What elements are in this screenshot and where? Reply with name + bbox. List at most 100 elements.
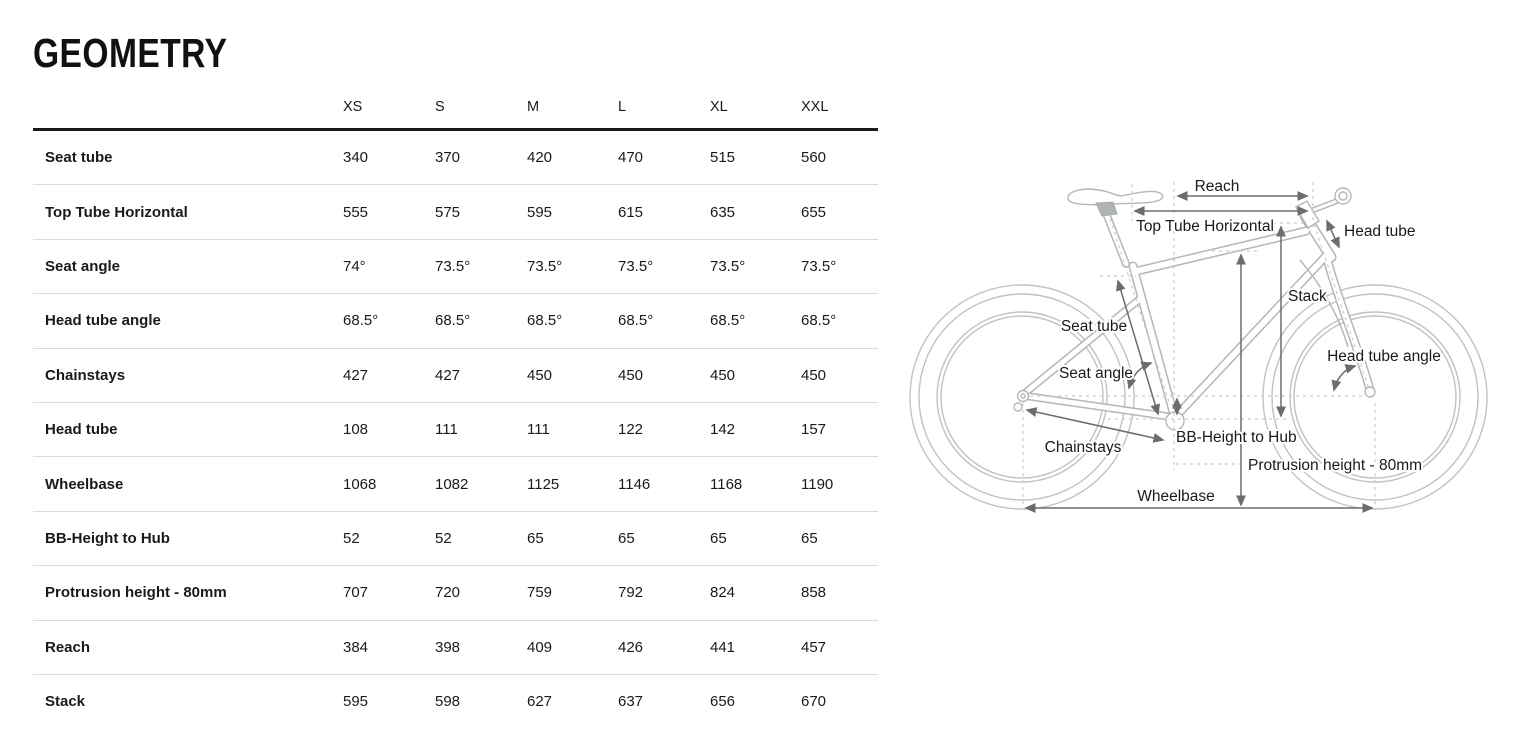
table-row: Head tube 108 111 111 122 142 157 <box>33 403 878 458</box>
table-cell: 1082 <box>435 475 469 493</box>
size-header: XXL <box>801 98 829 115</box>
table-cell: 73.5° <box>801 257 837 275</box>
table-cell: 515 <box>710 149 736 167</box>
table-cell: 615 <box>618 203 644 221</box>
saddle-icon <box>1067 188 1164 206</box>
dimension-arrows <box>1024 191 1374 513</box>
table-cell: 427 <box>435 366 461 384</box>
table-cell: 637 <box>618 693 644 711</box>
table-cell: 635 <box>710 203 736 221</box>
chainstays-label: Chainstays <box>1045 439 1122 456</box>
table-cell: 450 <box>710 366 736 384</box>
row-label: Top Tube Horizontal <box>45 203 188 221</box>
geometry-table: XS S M L XL XXL Seat tube 340 370 420 470 515 560 … <box>33 85 878 728</box>
table-cell: 598 <box>435 693 461 711</box>
table-row: Top Tube Horizontal 555 575 595 615 635 655 <box>33 185 878 240</box>
table-cell: 111 <box>527 421 550 439</box>
table-cell: 1146 <box>618 475 651 493</box>
size-header: S <box>435 98 445 115</box>
table-cell: 427 <box>343 366 369 384</box>
row-label: Stack <box>45 693 86 711</box>
diagram-labels: Reach Top Tube Horizontal Head tube Stac… <box>1043 176 1443 507</box>
table-cell: 111 <box>435 421 458 439</box>
table-row: Wheelbase 1068 1082 1125 1146 1168 1190 <box>33 457 878 512</box>
table-row: Seat angle 74° 73.5° 73.5° 73.5° 73.5° 73.5° <box>33 240 878 295</box>
head-tube-label: Head tube <box>1344 223 1416 240</box>
table-cell: 824 <box>710 584 736 602</box>
table-cell: 398 <box>435 638 461 656</box>
table-row: Reach 384 398 409 426 441 457 <box>33 621 878 675</box>
wheelbase-label: Wheelbase <box>1137 488 1215 505</box>
table-cell: 68.5° <box>435 312 471 330</box>
table-cell: 656 <box>710 693 736 711</box>
table-row: Seat tube 340 370 420 470 515 560 <box>33 131 878 186</box>
chainstays-arrow <box>1025 407 1165 443</box>
table-cell: 441 <box>710 638 736 656</box>
table-row: Head tube angle 68.5° 68.5° 68.5° 68.5° 68.5… <box>33 294 878 349</box>
table-cell: 420 <box>527 149 553 167</box>
table-row: Chainstays 427 427 450 450 450 450 <box>33 349 878 403</box>
rear-derailleur-icon <box>1013 402 1023 412</box>
seat-clamp-icon <box>1095 201 1118 217</box>
table-cell: 73.5° <box>710 257 746 275</box>
table-cell: 68.5° <box>527 312 563 330</box>
table-cell: 670 <box>801 693 827 711</box>
table-cell: 409 <box>527 638 553 656</box>
table-cell: 73.5° <box>435 257 471 275</box>
bike-geometry-diagram: Reach Top Tube Horizontal Head tube Stac… <box>909 176 1488 513</box>
table-cell: 575 <box>435 203 461 221</box>
rear-dropout-icon <box>1016 389 1030 403</box>
table-cell: 142 <box>710 421 736 439</box>
table-cell: 68.5° <box>710 312 746 330</box>
table-cell: 340 <box>343 149 369 167</box>
protrusion-height-label: Protrusion height - 80mm <box>1248 457 1422 474</box>
front-wheel-icon <box>1262 284 1488 510</box>
table-cell: 65 <box>801 529 818 547</box>
table-cell: 68.5° <box>343 312 379 330</box>
table-cell: 68.5° <box>618 312 654 330</box>
bb-height-to-hub-label: BB-Height to Hub <box>1176 429 1297 446</box>
table-cell: 450 <box>527 366 553 384</box>
row-label: Wheelbase <box>45 475 124 493</box>
table-cell: 108 <box>343 421 369 439</box>
head-tube-arrow <box>1326 219 1340 249</box>
table-cell: 65 <box>710 529 727 547</box>
seat-angle-label: Seat angle <box>1059 365 1133 382</box>
stack-label: Stack <box>1288 288 1327 305</box>
table-cell: 595 <box>343 693 369 711</box>
seat-tube-arrow <box>1116 279 1160 416</box>
row-label: BB-Height to Hub <box>45 529 170 547</box>
table-cell: 384 <box>343 638 369 656</box>
seat-angle-arc <box>1126 361 1153 390</box>
table-cell: 73.5° <box>527 257 563 275</box>
table-cell: 470 <box>618 149 644 167</box>
table-header-row: XS S M L XL XXL <box>33 85 878 131</box>
row-label: Protrusion height - 80mm <box>45 584 227 602</box>
head-tube-angle-arc <box>1331 364 1357 392</box>
table-cell: 1168 <box>710 475 743 493</box>
table-cell: 73.5° <box>618 257 654 275</box>
table-cell: 450 <box>801 366 827 384</box>
row-label: Head tube angle <box>45 312 161 330</box>
size-header: XS <box>343 98 363 115</box>
table-cell: 65 <box>527 529 544 547</box>
table-cell: 707 <box>343 584 369 602</box>
table-row: Stack 595 598 627 637 656 670 <box>33 675 878 728</box>
table-cell: 595 <box>527 203 553 221</box>
table-cell: 720 <box>435 584 461 602</box>
table-cell: 68.5° <box>801 312 837 330</box>
table-cell: 792 <box>618 584 644 602</box>
size-header: M <box>527 98 540 115</box>
table-cell: 426 <box>618 638 644 656</box>
reach-label: Reach <box>1195 178 1240 195</box>
table-cell: 858 <box>801 584 827 602</box>
table-cell: 759 <box>527 584 553 602</box>
row-label: Chainstays <box>45 366 126 384</box>
table-cell: 655 <box>801 203 827 221</box>
front-dropout-icon <box>1364 386 1376 398</box>
table-cell: 555 <box>343 203 369 221</box>
table-cell: 627 <box>527 693 553 711</box>
table-cell: 65 <box>618 529 635 547</box>
table-cell: 457 <box>801 638 827 656</box>
